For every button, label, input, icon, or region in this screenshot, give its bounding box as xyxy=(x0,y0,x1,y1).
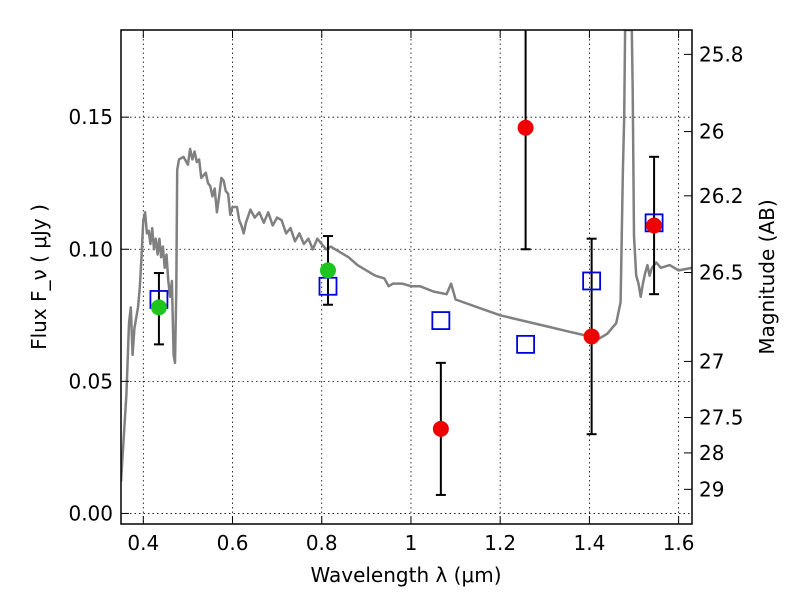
plot-frame xyxy=(120,29,693,525)
x-tick-label: 1.2 xyxy=(484,531,516,555)
model-square-marker xyxy=(516,334,536,354)
observed-point-group xyxy=(150,119,663,437)
right-tick-label: 25.8 xyxy=(699,42,744,66)
x-tick-label: 0.8 xyxy=(306,531,338,555)
plot-area xyxy=(121,30,692,524)
x-tick-label: 0.6 xyxy=(217,531,249,555)
x-tick-label: 1.4 xyxy=(573,531,605,555)
grid-lines xyxy=(121,30,692,524)
y-tick-label: 0.00 xyxy=(68,501,113,525)
y-tick-label: 0.15 xyxy=(68,105,113,129)
x-tick-label: 0.4 xyxy=(127,531,159,555)
x-axis-label: Wavelength λ (μm) xyxy=(310,563,501,587)
right-tick-label: 27.5 xyxy=(699,406,744,430)
x-tick-label: 1 xyxy=(405,531,418,555)
right-tick-label: 26.5 xyxy=(699,261,744,285)
x-tick-label: 1.6 xyxy=(663,531,695,555)
data-point xyxy=(150,299,167,316)
right-tick-label: 27 xyxy=(699,349,724,373)
data-point xyxy=(646,217,663,234)
y-axis-label: Flux F_ν ( μJy ) xyxy=(27,204,51,350)
data-point xyxy=(432,420,449,437)
tick-labels: 0.4 0.6 0.8 1 1.2 1.4 1.6 0.00 0.05 0.10 0.15 25.8 2… xyxy=(68,42,743,555)
axis-ticks xyxy=(121,30,692,524)
model-square-marker xyxy=(582,271,602,291)
right-tick-label: 26.2 xyxy=(699,184,744,208)
spectrum-line xyxy=(121,30,692,482)
data-point xyxy=(517,119,534,136)
right-axis-label: Magnitude (AB) xyxy=(755,199,779,354)
right-tick-label: 28 xyxy=(699,441,724,465)
y-tick-label: 0.05 xyxy=(68,369,113,393)
y-tick-label: 0.10 xyxy=(68,237,113,261)
spectrum-line-group xyxy=(121,30,692,482)
data-point xyxy=(319,262,336,279)
right-tick-label: 29 xyxy=(699,477,724,501)
right-tick-label: 26 xyxy=(699,120,724,144)
data-point xyxy=(583,328,600,345)
model-square-marker xyxy=(431,311,451,330)
